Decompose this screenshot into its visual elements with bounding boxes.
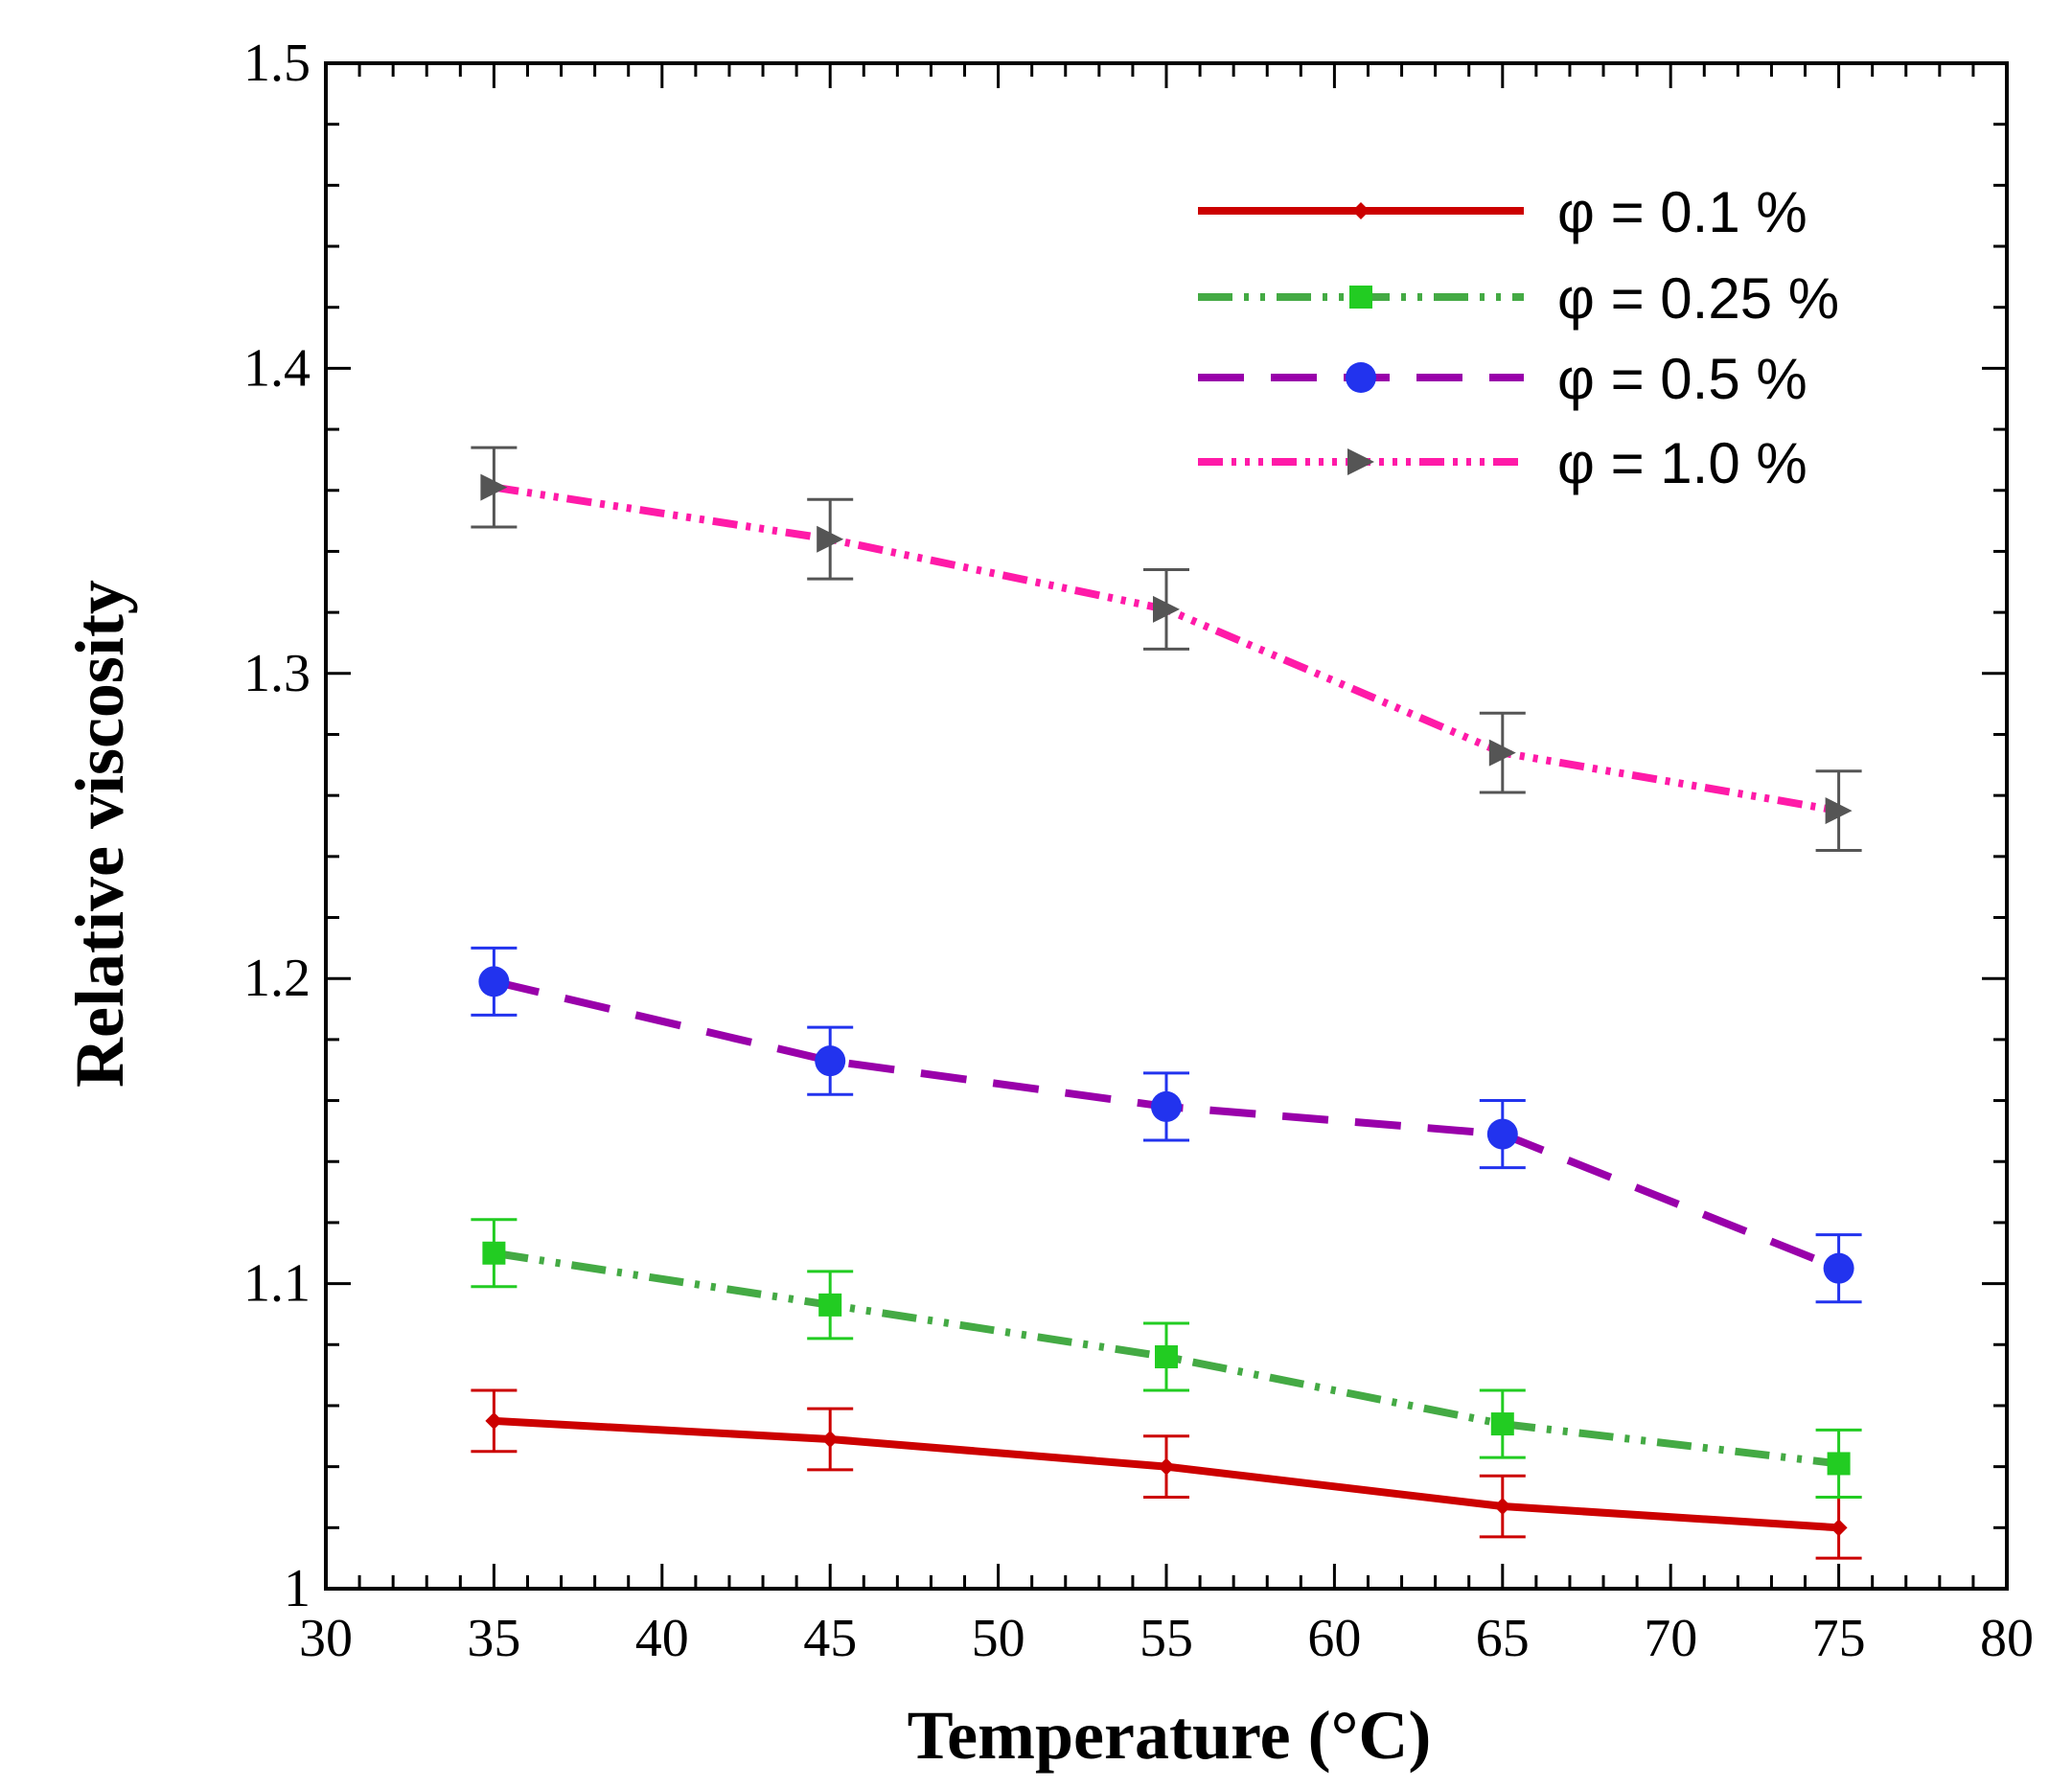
- data-point: [1827, 1452, 1851, 1476]
- legend-label: φ = 0.5 %: [1557, 347, 1807, 411]
- data-point: [1352, 202, 1370, 219]
- series-layer: [471, 446, 1862, 1560]
- y-tick-label: 1.1: [243, 1254, 311, 1314]
- tick-layer: 30 35 40 45 50 55 60 65 70 75 80 1 1.1 1.2 1.3 1.4 1.5: [243, 34, 2034, 1668]
- legend-label: φ = 1.0 %: [1557, 431, 1807, 495]
- x-tick-label: 70: [1644, 1609, 1697, 1668]
- y-axis-title: Relative viscosity: [61, 580, 138, 1088]
- data-point: [478, 966, 510, 997]
- data-point: [482, 1241, 506, 1265]
- data-point: [1825, 797, 1853, 825]
- x-tick-label: 35: [467, 1609, 520, 1668]
- x-tick-label: 30: [299, 1609, 353, 1668]
- legend-entry: φ = 0.1 %: [1198, 180, 1807, 244]
- series-3: [471, 946, 1862, 1304]
- y-tick-label: 1.2: [243, 949, 311, 1008]
- data-point: [480, 473, 508, 501]
- legend-entry: φ = 0.25 %: [1198, 266, 1839, 331]
- data-point: [1158, 1457, 1175, 1476]
- data-point: [1347, 448, 1374, 475]
- x-tick-label: 60: [1307, 1609, 1361, 1668]
- x-tick-label: 55: [1140, 1609, 1193, 1668]
- y-tick-label: 1.5: [243, 34, 311, 93]
- x-tick-label: 80: [1980, 1609, 2034, 1668]
- data-point: [1823, 1252, 1854, 1284]
- data-point: [1153, 595, 1180, 623]
- x-tick-label: 75: [1812, 1609, 1866, 1668]
- y-tick-label: 1.3: [243, 644, 311, 703]
- data-point: [485, 1411, 503, 1430]
- data-point: [1490, 1412, 1514, 1436]
- data-point: [818, 1293, 842, 1317]
- data-point: [817, 525, 844, 553]
- data-point: [1349, 286, 1372, 309]
- data-point: [1488, 739, 1516, 767]
- y-tick-label: 1.4: [243, 338, 311, 398]
- data-point: [1486, 1118, 1518, 1150]
- data-point: [821, 1430, 840, 1448]
- data-point: [1493, 1498, 1511, 1516]
- x-tick-label: 65: [1476, 1609, 1530, 1668]
- x-axis-title: Temperature (°C): [908, 1697, 1432, 1774]
- data-point: [1151, 1090, 1182, 1122]
- series-4: [471, 446, 1862, 852]
- legend-label: φ = 0.25 %: [1557, 266, 1839, 331]
- data-point: [1830, 1519, 1848, 1537]
- series-2: [471, 1218, 1862, 1499]
- x-tick-label: 40: [635, 1609, 689, 1668]
- x-tick-label: 50: [972, 1609, 1025, 1668]
- series-1: [471, 1388, 1862, 1560]
- legend: φ = 0.1 % φ = 0.25 % φ = 0.5 % φ = 1.0 %: [1198, 180, 1839, 495]
- legend-label: φ = 0.1 %: [1557, 180, 1807, 244]
- x-tick-label: 45: [803, 1609, 857, 1668]
- legend-entry: φ = 1.0 %: [1198, 431, 1807, 495]
- legend-entry: φ = 0.5 %: [1198, 347, 1807, 411]
- data-point: [1155, 1345, 1178, 1369]
- data-point: [815, 1045, 846, 1077]
- data-point: [1346, 362, 1376, 393]
- y-tick-label: 1: [284, 1559, 311, 1618]
